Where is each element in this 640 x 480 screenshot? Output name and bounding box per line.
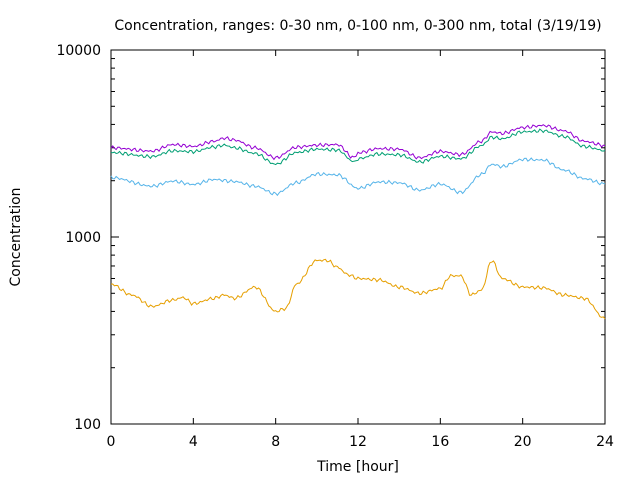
x-tick-label: 24: [596, 434, 614, 450]
series-layer: [110, 124, 606, 320]
plot-frame: [110, 49, 606, 425]
chart-title: Concentration, ranges: 0-30 nm, 0-100 nm…: [114, 18, 601, 34]
x-tick-label: 4: [189, 434, 198, 450]
series-line-3: [110, 128, 606, 166]
x-tick-label: 0: [107, 434, 116, 450]
y-tick-label: 10000: [56, 43, 101, 59]
series-line-4: [110, 124, 606, 161]
series-line-2: [110, 157, 606, 197]
x-axis-ticks: 0 4 8 12 16 20 24: [107, 50, 614, 450]
y-tick-label: 1000: [65, 230, 101, 246]
x-tick-label: 8: [271, 434, 280, 450]
y-axis-ticks: 100 1000 10000: [56, 43, 605, 433]
x-axis-label: Time [hour]: [316, 459, 399, 475]
x-tick-label: 12: [349, 434, 367, 450]
y-tick-label: 100: [74, 417, 101, 433]
y-minor-ticks: [111, 58, 605, 369]
x-tick-label: 16: [431, 434, 449, 450]
series-line-1: [110, 258, 606, 320]
y-axis-label: Concentration: [8, 187, 24, 286]
x-tick-label: 20: [514, 434, 532, 450]
